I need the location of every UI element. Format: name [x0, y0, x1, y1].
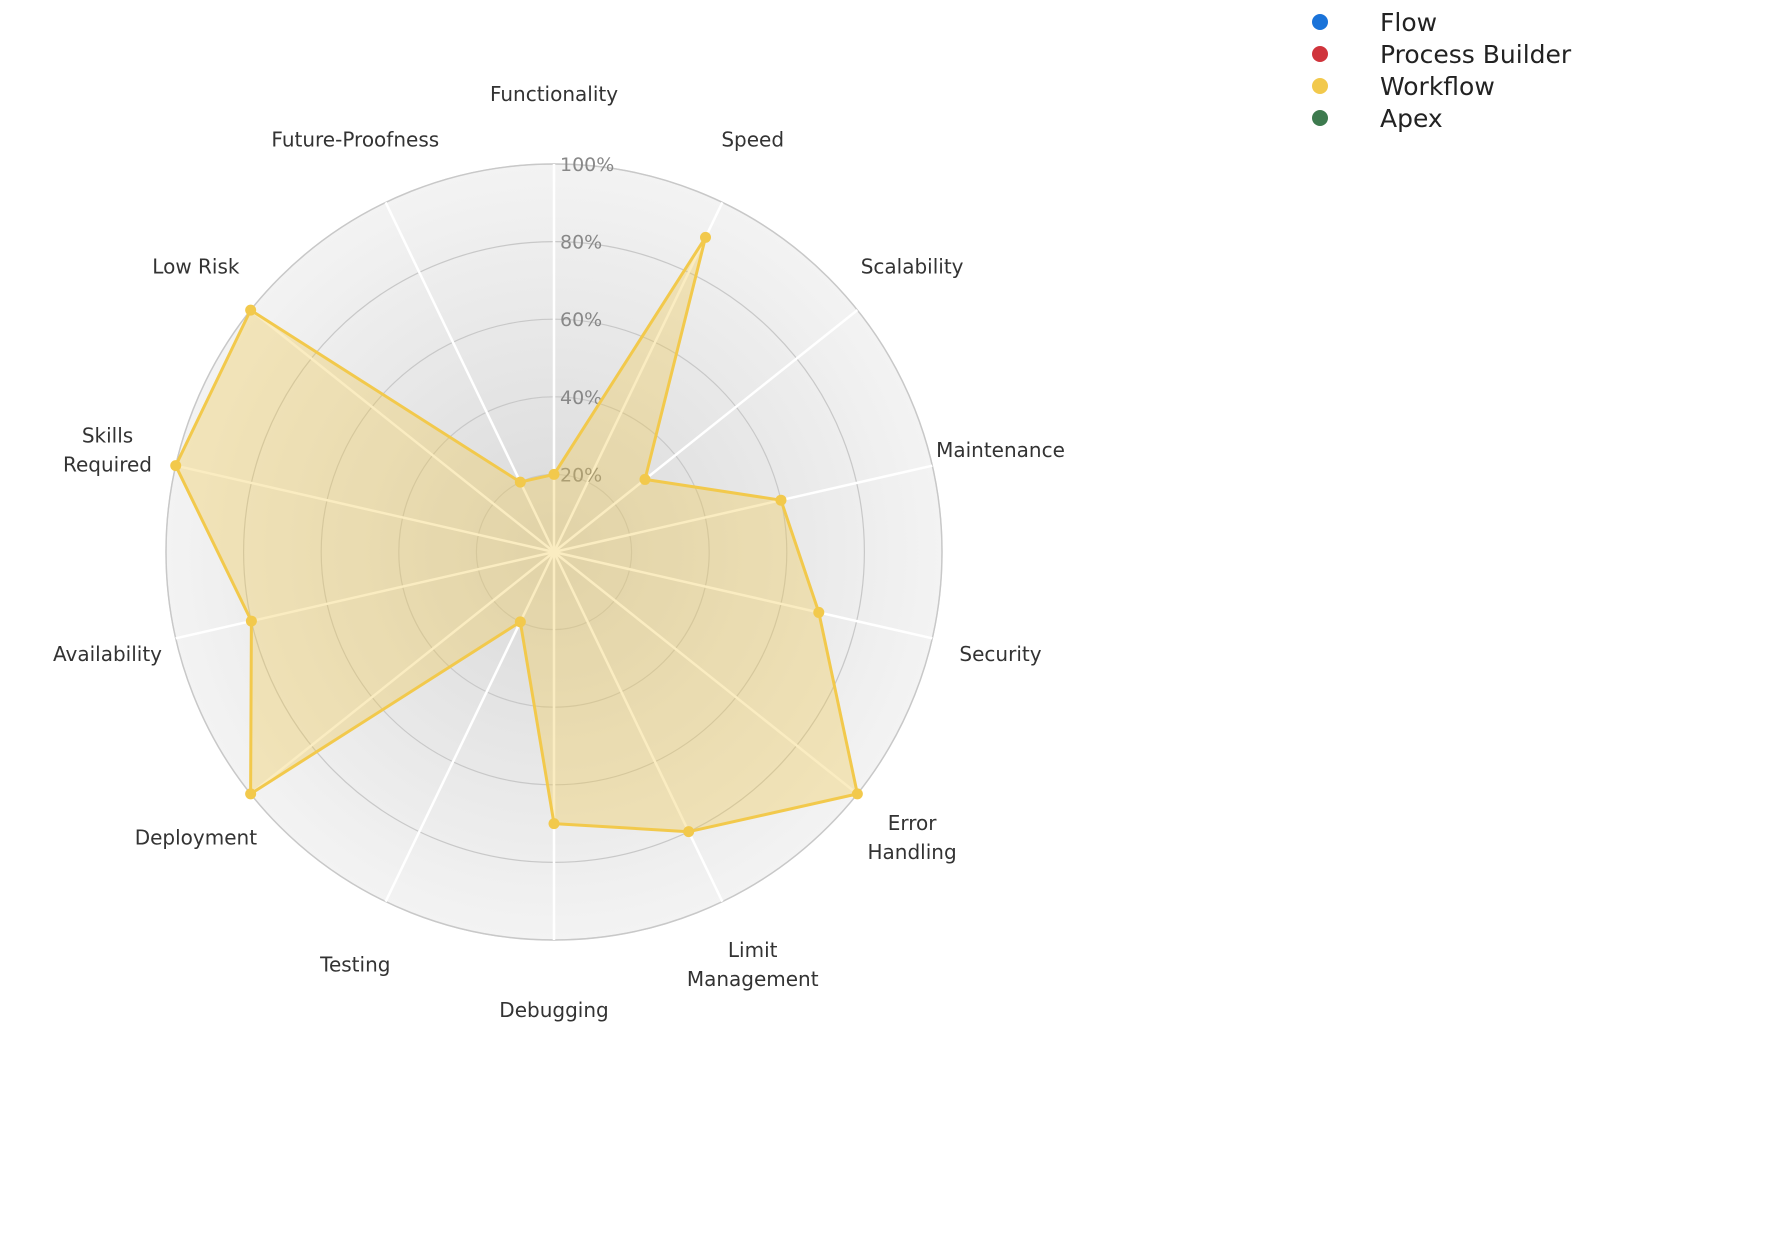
axis-label-maintenance: Maintenance — [936, 438, 1065, 462]
radar-spoke — [384, 551, 556, 903]
radar-spoke — [553, 551, 859, 795]
data-point-workflow[interactable] — [639, 473, 651, 485]
radar-axis-labels: Functionality Speed Scalability Maintenance… — [53, 82, 1065, 1022]
legend-label: Apex — [1380, 103, 1443, 133]
axis-label-error-handling: Error Handling — [868, 811, 957, 864]
legend-marker — [1312, 78, 1328, 94]
legend-item-process-builder[interactable]: Process Builder — [1300, 38, 1571, 70]
radar-spokes — [175, 164, 933, 940]
radar-spoke — [552, 551, 724, 903]
radar-spoke — [249, 309, 555, 553]
legend-marker — [1312, 14, 1328, 30]
axis-label-limit-management: Limit Management — [687, 938, 819, 991]
radial-tick-label: 60% — [560, 309, 602, 331]
legend-label: Workflow — [1380, 71, 1495, 101]
data-point-workflow[interactable] — [514, 616, 526, 628]
legend-item-flow[interactable]: Flow — [1300, 6, 1571, 38]
data-point-workflow[interactable] — [683, 826, 695, 838]
radial-tick-label: 40% — [560, 387, 602, 409]
axis-label-scalability: Scalability — [861, 254, 964, 278]
axis-label-skills-required: Skills Required — [63, 424, 152, 477]
radar-spoke — [553, 550, 933, 640]
legend-marker — [1312, 46, 1328, 62]
axis-label-availability: Availability — [53, 642, 162, 666]
axis-label-debugging: Debugging — [499, 998, 608, 1022]
radar-spoke — [175, 550, 555, 640]
data-point-workflow[interactable] — [245, 788, 257, 800]
radial-tick-label: 100% — [560, 154, 614, 176]
radar-spoke — [175, 464, 555, 554]
legend-label: Process Builder — [1380, 39, 1572, 69]
radial-tick-label: 80% — [560, 232, 602, 254]
data-point-workflow[interactable] — [245, 615, 257, 627]
legend-label: Flow — [1380, 7, 1438, 37]
data-point-workflow[interactable] — [548, 468, 560, 480]
axis-label-low-risk: Low Risk — [152, 254, 240, 278]
radar-spoke — [552, 201, 724, 553]
legend-item-apex[interactable]: Apex — [1300, 102, 1571, 134]
axis-label-speed: Speed — [721, 127, 784, 151]
axis-label-functionality: Functionality — [490, 82, 618, 106]
data-point-workflow[interactable] — [514, 476, 526, 488]
data-point-workflow[interactable] — [851, 788, 863, 800]
axis-label-security: Security — [959, 642, 1041, 666]
radar-series — [170, 231, 863, 838]
axis-label-testing: Testing — [319, 953, 390, 977]
legend: Flow Process Builder Workflow Apex — [1300, 6, 1571, 134]
radar-spoke — [249, 551, 555, 795]
radial-tick-label: 20% — [560, 464, 602, 486]
legend-item-workflow[interactable]: Workflow — [1300, 70, 1571, 102]
axis-label-deployment: Deployment — [135, 826, 257, 850]
data-point-workflow[interactable] — [775, 494, 787, 506]
data-point-workflow[interactable] — [170, 460, 182, 472]
radar-spoke — [553, 464, 933, 554]
axis-label-future-proofness: Future-Proofness — [271, 127, 439, 151]
data-point-workflow[interactable] — [548, 818, 560, 830]
radar-spoke — [553, 309, 859, 553]
radar-tick-labels: 20% 40% 60% 80% 100% — [560, 154, 614, 486]
legend-marker — [1312, 110, 1328, 126]
radar-spoke — [384, 201, 556, 553]
data-point-workflow[interactable] — [813, 606, 825, 618]
data-point-workflow[interactable] — [245, 304, 257, 316]
data-point-workflow[interactable] — [700, 231, 712, 243]
